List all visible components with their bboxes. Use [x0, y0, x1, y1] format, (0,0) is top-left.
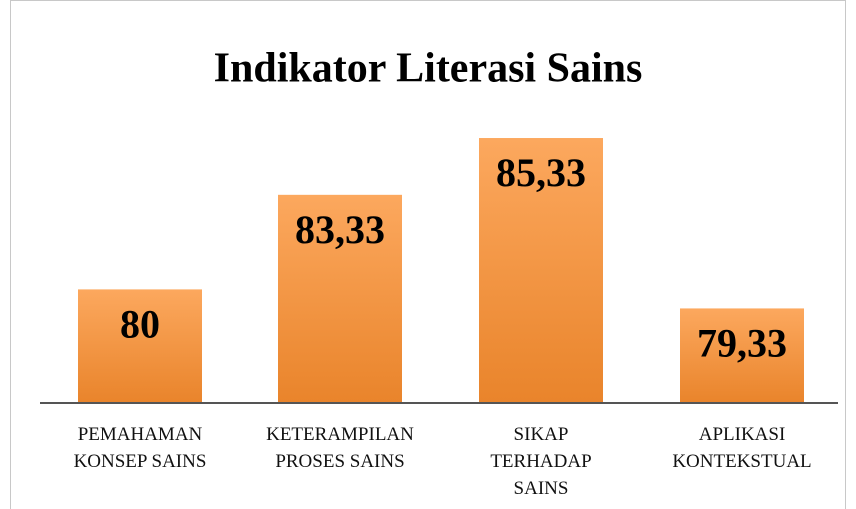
x-tick-label: PEMAHAMAN KONSEP SAINS [73, 424, 207, 472]
value-label: 85,33 [496, 150, 586, 195]
value-label: 79,33 [697, 321, 787, 366]
bar [680, 308, 804, 403]
value-label: 83,33 [295, 207, 385, 252]
bar [78, 289, 202, 403]
bar [278, 194, 402, 403]
bar [479, 138, 603, 403]
x-tick-label: APLIKASI KONTEKSTUAL [672, 424, 812, 472]
chart-border [10, 0, 846, 509]
value-label: 80 [120, 302, 160, 347]
x-tick-label: SIKAP TERHADAP SAINS [490, 424, 592, 499]
x-tick-label: KETERAMPILAN PROSES SAINS [266, 424, 414, 472]
chart-title: Indikator Literasi Sains [214, 46, 643, 92]
